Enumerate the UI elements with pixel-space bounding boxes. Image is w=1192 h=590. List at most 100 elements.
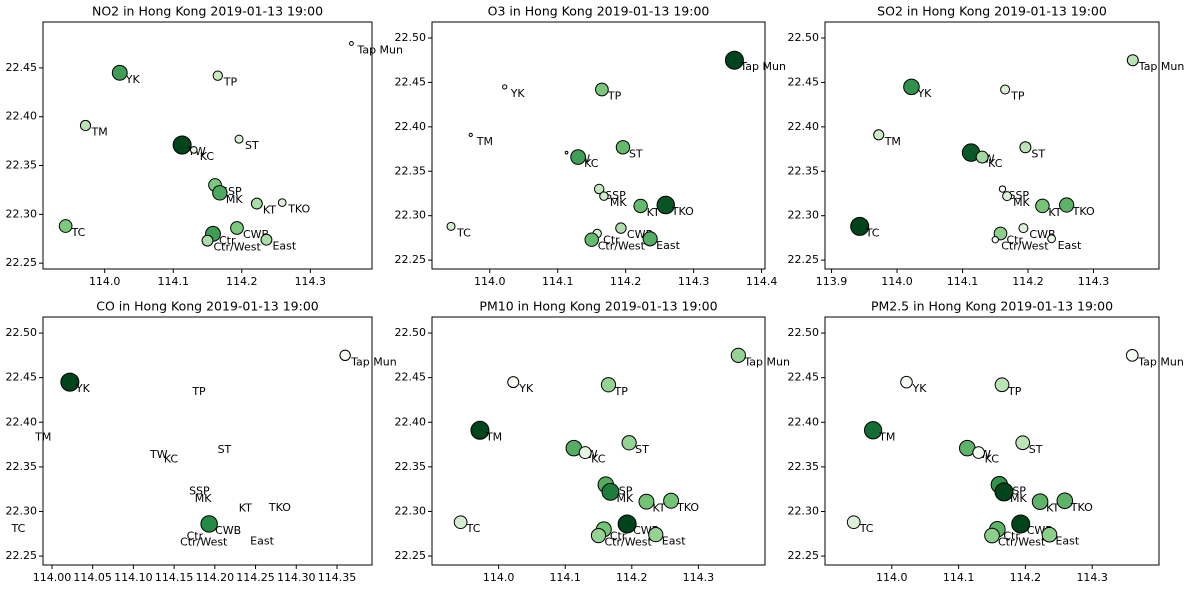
station-label: ST bbox=[1031, 147, 1045, 160]
station-marker bbox=[564, 150, 569, 155]
station-label: MK bbox=[1013, 196, 1030, 209]
station-label: Ctr/West bbox=[214, 241, 262, 254]
plot-frame bbox=[431, 316, 766, 566]
y-tick-label: 22.30 bbox=[6, 207, 38, 220]
y-tick-label: 22.50 bbox=[788, 326, 820, 339]
station-label: ST bbox=[635, 443, 649, 456]
station-label: YK bbox=[916, 87, 932, 100]
station-marker bbox=[998, 185, 1007, 193]
station-marker bbox=[584, 232, 599, 247]
x-tick-label: 114.4 bbox=[746, 275, 778, 288]
station-marker bbox=[1018, 223, 1029, 234]
y-tick-label: 22.35 bbox=[395, 460, 427, 473]
station-label: KT bbox=[239, 502, 252, 515]
station-marker bbox=[260, 233, 273, 246]
station-marker bbox=[502, 84, 508, 90]
chart-title: NO2 in Hong Kong 2019-01-13 19:00 bbox=[92, 4, 323, 19]
y-tick-label: 22.50 bbox=[395, 326, 427, 339]
station-marker bbox=[111, 64, 128, 81]
station-label: TM bbox=[878, 430, 895, 443]
plot-frame bbox=[431, 21, 766, 270]
station-marker bbox=[79, 119, 92, 132]
y-tick-label: 22.35 bbox=[6, 159, 38, 172]
station-marker bbox=[446, 221, 456, 231]
y-tick-label: 22.35 bbox=[395, 164, 427, 177]
y-tick-label: 22.40 bbox=[6, 110, 38, 123]
station-marker bbox=[724, 50, 744, 70]
x-tick-label: 114.0 bbox=[881, 275, 913, 288]
station-label: TM bbox=[34, 430, 51, 443]
station-marker bbox=[277, 198, 287, 207]
station-marker bbox=[349, 41, 354, 46]
station-label: TKO bbox=[268, 501, 291, 514]
station-marker bbox=[621, 435, 637, 451]
y-tick-label: 22.40 bbox=[395, 415, 427, 428]
station-marker bbox=[1031, 493, 1049, 510]
station-label: Ctr/West bbox=[180, 536, 228, 549]
station-marker bbox=[601, 482, 620, 501]
station-marker bbox=[1125, 349, 1139, 362]
station-marker bbox=[900, 375, 913, 389]
station-label: TKO bbox=[676, 501, 699, 514]
station-label: TP bbox=[1007, 385, 1022, 398]
station-label: Ctr bbox=[187, 529, 204, 542]
station-label: ST bbox=[1029, 443, 1043, 456]
station-marker bbox=[453, 515, 468, 530]
station-label: TC bbox=[865, 226, 880, 239]
station-marker bbox=[1019, 141, 1032, 154]
station-label: YK bbox=[125, 73, 141, 86]
y-tick-label: 22.30 bbox=[395, 209, 427, 222]
station-label: KC bbox=[985, 453, 1000, 466]
station-marker bbox=[663, 492, 680, 509]
x-tick-label: 114.2 bbox=[616, 571, 648, 584]
plot-frame bbox=[42, 21, 373, 270]
station-marker bbox=[507, 376, 520, 389]
station-label: MK bbox=[226, 193, 243, 206]
station-label: MK bbox=[610, 196, 627, 209]
station-label: Tap Mun bbox=[356, 43, 403, 56]
y-tick-label: 22.45 bbox=[6, 371, 38, 384]
station-label: TKO bbox=[671, 205, 694, 218]
station-label: KT bbox=[1046, 502, 1059, 515]
station-marker bbox=[615, 222, 627, 234]
station-label: Ctr/West bbox=[598, 240, 646, 253]
x-tick-label: 114.0 bbox=[89, 275, 121, 288]
station-marker bbox=[615, 140, 631, 155]
y-tick-label: 22.45 bbox=[395, 75, 427, 88]
station-marker bbox=[975, 150, 989, 164]
station-label: East bbox=[656, 239, 680, 252]
station-label: Ctr/West bbox=[605, 536, 653, 549]
station-marker bbox=[1035, 198, 1050, 214]
x-tick-label: 114.0 bbox=[474, 275, 506, 288]
x-tick-label: 114.3 bbox=[678, 275, 710, 288]
station-marker bbox=[600, 377, 617, 393]
y-tick-label: 22.40 bbox=[6, 415, 38, 428]
station-label: TP bbox=[607, 90, 622, 103]
station-marker bbox=[599, 191, 609, 201]
station-marker bbox=[656, 195, 676, 215]
station-marker bbox=[873, 129, 885, 141]
station-label: KT bbox=[647, 206, 660, 219]
station-marker bbox=[212, 185, 228, 201]
plot-frame bbox=[824, 21, 1160, 270]
x-tick-label: 114.3 bbox=[295, 275, 327, 288]
station-marker bbox=[200, 515, 218, 533]
y-tick-label: 22.25 bbox=[395, 253, 427, 266]
y-tick-label: 22.30 bbox=[788, 209, 820, 222]
y-tick-label: 22.30 bbox=[395, 504, 427, 517]
station-label: TM bbox=[485, 430, 502, 443]
x-tick-label: 114.2 bbox=[610, 275, 642, 288]
y-tick-label: 22.25 bbox=[788, 549, 820, 562]
y-tick-label: 22.25 bbox=[788, 253, 820, 266]
x-tick-label: 114.1 bbox=[542, 275, 574, 288]
y-tick-label: 22.45 bbox=[788, 371, 820, 384]
station-label: Tap Mun bbox=[1138, 60, 1185, 73]
station-label: East bbox=[272, 240, 296, 253]
station-marker bbox=[1011, 514, 1031, 534]
station-label: SSP bbox=[605, 189, 626, 202]
station-label: MK bbox=[1010, 492, 1027, 505]
station-label: KC bbox=[988, 157, 1003, 170]
x-tick-label: 114.0 bbox=[483, 571, 515, 584]
x-tick-label: 114.00 bbox=[33, 571, 72, 584]
station-marker bbox=[595, 82, 609, 97]
